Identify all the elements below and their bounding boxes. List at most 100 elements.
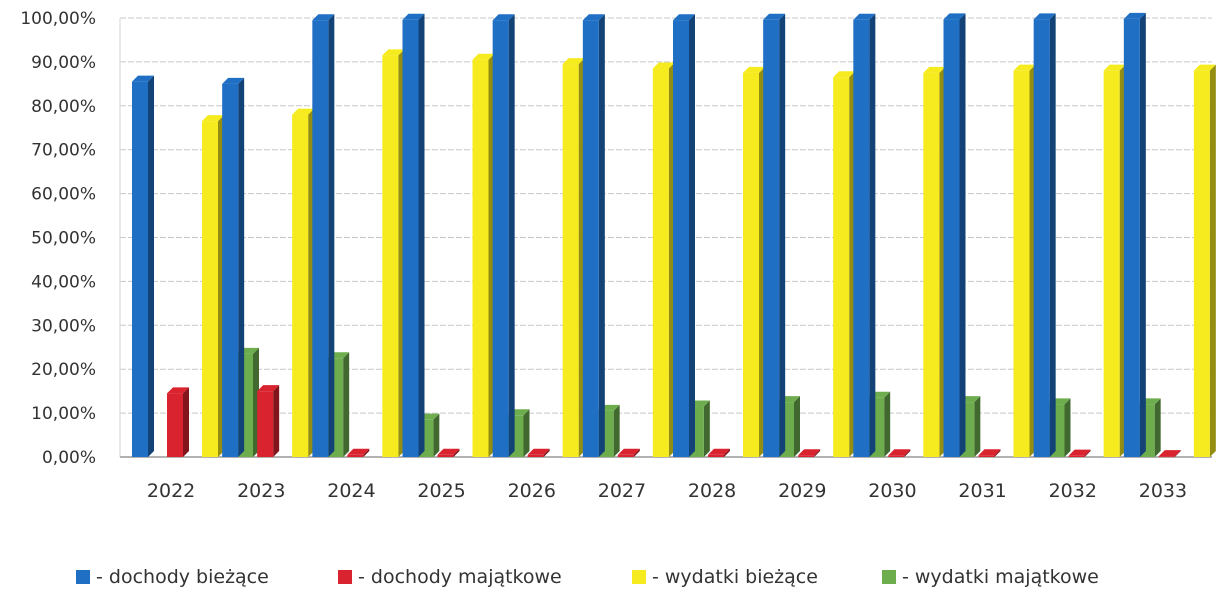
x-tick-label: 2029 [778,480,826,502]
legend-swatch [632,570,646,584]
bar-top [943,13,966,20]
bar [652,68,669,458]
legend-item: - wydatki majątkowe [882,566,1099,588]
x-tick-label: 2026 [508,480,556,502]
bar [763,19,780,457]
bar-top [347,448,370,455]
bar [743,72,759,457]
bar-top [582,14,605,21]
x-tick-label: 2028 [688,480,736,502]
y-tick-label: 60,00% [31,185,96,205]
bar-side [703,400,710,457]
x-tick-label: 2032 [1049,480,1097,502]
bar [292,114,309,457]
bar-side [363,448,370,457]
x-tick-label: 2027 [598,480,646,502]
bar [582,20,599,457]
legend: - dochody bieżące - dochody majątkowe - wy… [0,566,1220,594]
bar-side [543,448,550,457]
y-tick-label: 20,00% [31,360,96,380]
y-tick-label: 80,00% [31,97,96,117]
bar [257,391,274,457]
bar-top [1193,64,1216,71]
bar [1033,19,1050,458]
legend-item: - dochody bieżące [76,566,269,588]
bar-side [343,352,350,457]
y-tick-label: 40,00% [31,272,96,292]
bar-side [974,396,981,457]
bar [943,19,960,458]
bar-top [257,385,280,392]
bar [1123,18,1140,458]
bar-side [1049,13,1056,458]
bar-top [798,449,821,456]
bar-side [1174,450,1181,457]
y-tick-label: 90,00% [31,53,96,73]
bar-side [238,77,245,457]
bar [472,59,489,458]
bar [1193,70,1210,458]
bar [798,455,815,457]
bar [347,454,364,457]
y-tick-label: 30,00% [31,316,96,336]
bar [562,64,579,457]
bar [132,81,148,457]
y-tick-label: 100,00% [20,9,96,29]
bar-top [978,449,1001,456]
bar-top [437,448,460,455]
chart: 0,00% 10,00% 20,00% 30,00% 40,00% 50,00% 60,00… [20,9,1216,502]
bar-top [382,49,405,56]
bar-top [853,13,876,20]
bar-top [923,66,946,73]
legend-label: - dochody majątkowe [358,566,562,588]
bar-side [994,449,1001,457]
bar [673,20,689,457]
bar-top [167,387,189,394]
bar-side [869,13,876,457]
legend-label: - dochody bieżące [96,566,269,588]
bar-side [613,404,620,457]
bar-side [884,391,891,457]
bar-top [402,13,425,20]
bar-top [1033,13,1056,20]
bar-top [763,13,786,20]
bar-top [1123,12,1146,19]
bar-side [633,448,640,457]
bar-side [959,13,966,458]
legend-swatch [882,570,896,584]
bar [527,454,544,457]
bar [978,455,995,457]
bar [1013,70,1030,458]
legend-item: - dochody majątkowe [338,566,562,588]
bar [222,83,239,457]
y-tick-label: 70,00% [31,141,96,161]
bar-top [292,108,315,115]
x-tick-label: 2022 [147,480,195,502]
bar-top [617,448,640,455]
bar-top [833,71,856,78]
bar-side [794,396,800,457]
bar [312,20,329,457]
bar-side [433,413,440,457]
bar [708,454,724,457]
bar-side [779,13,786,457]
bar [437,454,454,457]
bar-top [527,448,550,455]
bar-side [148,75,154,457]
y-tick-label: 0,00% [42,448,96,468]
bar-top [888,449,911,456]
bar-top [1013,64,1036,71]
bar-side [814,449,821,457]
x-tick-label: 2023 [237,480,285,502]
bar [888,455,905,457]
legend-swatch [76,570,90,584]
bar-side [1084,449,1091,457]
legend-label: - wydatki bieżące [652,566,818,588]
x-tick-label: 2030 [868,480,916,502]
bar-top [312,14,335,21]
bar [402,19,419,457]
bar-side [508,14,515,457]
bar-top [708,448,730,455]
bar-side [1154,398,1161,457]
bar [492,20,509,457]
